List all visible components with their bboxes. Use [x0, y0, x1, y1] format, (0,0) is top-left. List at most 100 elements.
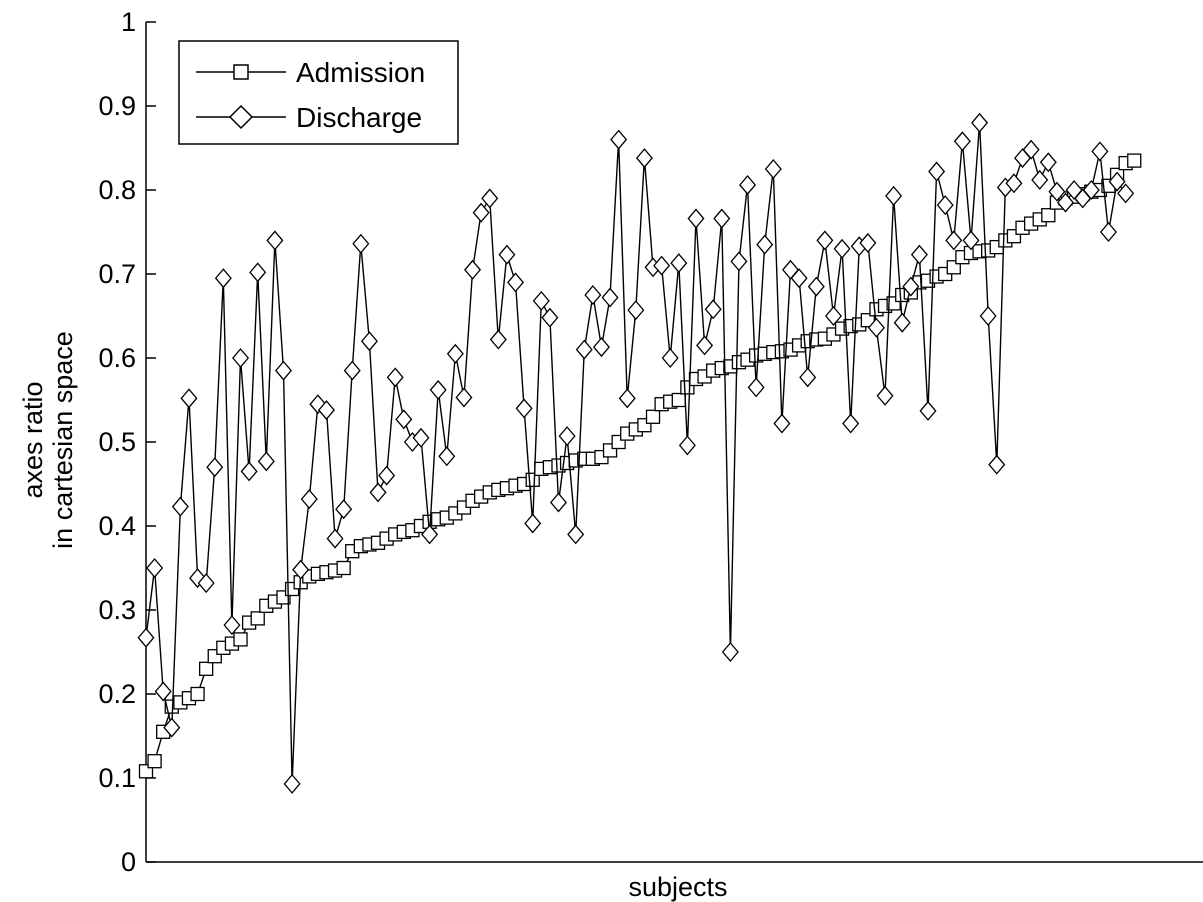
- discharge-point: [653, 255, 671, 276]
- discharge-point: [567, 524, 585, 545]
- y-tick-label: 0: [121, 847, 136, 877]
- discharge-point: [627, 300, 645, 321]
- axes: [145, 22, 1203, 863]
- discharge-point: [541, 307, 559, 328]
- y-tick-label: 1: [121, 7, 136, 37]
- y-tick-label: 0.7: [98, 259, 136, 289]
- discharge-point: [988, 454, 1006, 475]
- discharge-point: [163, 717, 181, 738]
- discharge-point: [739, 174, 757, 195]
- discharge-point: [300, 489, 318, 510]
- discharge-point: [489, 329, 507, 350]
- y-axis-label-line2: in cartesian space: [48, 331, 78, 549]
- admission-point: [190, 686, 205, 702]
- y-tick-label: 0.3: [98, 595, 136, 625]
- discharge-point: [721, 641, 739, 663]
- discharge-point: [154, 681, 172, 702]
- discharge-point: [386, 367, 404, 388]
- discharge-point: [206, 457, 224, 478]
- discharge-point: [704, 299, 722, 320]
- discharge-point: [764, 158, 782, 180]
- admission-point: [250, 611, 265, 626]
- discharge-point: [326, 528, 344, 549]
- discharge-point: [1057, 192, 1075, 213]
- x-axis-label: subjects: [628, 872, 727, 902]
- discharge-point: [249, 262, 267, 283]
- discharge-point: [816, 230, 834, 251]
- discharge-point: [696, 335, 714, 356]
- discharge-point: [524, 513, 542, 534]
- discharge-point: [446, 343, 464, 364]
- discharge-point: [352, 233, 370, 254]
- discharge-point: [481, 188, 499, 209]
- discharge-point: [464, 259, 482, 280]
- admission-point: [233, 632, 248, 647]
- admission-point: [645, 409, 661, 424]
- discharge-point: [610, 129, 628, 150]
- discharge-point: [472, 202, 490, 223]
- legend-marker-admission: [233, 64, 249, 80]
- discharge-point: [1005, 173, 1023, 194]
- discharge-point: [438, 446, 456, 467]
- discharge-point: [1099, 221, 1117, 243]
- discharge-point: [936, 195, 954, 216]
- legend-label-discharge: Discharge: [296, 102, 422, 133]
- discharge-point: [455, 387, 473, 408]
- discharge-point: [558, 426, 576, 447]
- discharge-point: [1065, 179, 1083, 201]
- admission-point: [671, 392, 686, 408]
- discharge-point: [945, 230, 963, 251]
- y-tick-label: 0.9: [98, 91, 136, 121]
- discharge-point: [257, 451, 275, 472]
- y-tick-label: 0.6: [98, 343, 136, 373]
- admission-point: [336, 560, 351, 576]
- discharge-point: [661, 347, 679, 369]
- y-axis-label-line1: axes ratio: [18, 381, 48, 498]
- discharge-point: [369, 482, 387, 503]
- discharge-point: [928, 161, 946, 182]
- discharge-point: [1048, 181, 1066, 202]
- admission-point: [860, 313, 876, 328]
- discharge-point: [910, 244, 928, 265]
- discharge-point: [953, 131, 971, 152]
- discharge-point: [833, 238, 851, 259]
- discharge-point: [292, 559, 310, 580]
- discharge-point: [507, 272, 525, 293]
- discharge-point: [971, 112, 989, 133]
- discharge-point: [756, 234, 774, 255]
- discharge-point: [635, 148, 653, 169]
- discharge-point: [223, 615, 241, 636]
- discharge-point: [378, 465, 396, 486]
- legend: Admission Discharge: [178, 40, 459, 145]
- discharge-point: [549, 492, 567, 513]
- series-discharge: [137, 112, 1135, 794]
- discharge-point: [171, 496, 189, 517]
- discharge-point: [274, 360, 292, 381]
- discharge-point: [197, 573, 215, 594]
- discharge-point: [807, 276, 825, 297]
- legend-marker-discharge: [228, 104, 254, 130]
- discharge-point: [421, 524, 439, 545]
- discharge-point: [747, 377, 765, 398]
- discharge-point: [429, 379, 447, 400]
- y-tick-label: 0.2: [98, 679, 136, 709]
- discharge-point: [902, 276, 920, 297]
- discharge-point: [687, 208, 705, 229]
- admission-point: [1127, 153, 1142, 168]
- discharge-point: [575, 339, 593, 360]
- discharge-point: [670, 253, 688, 274]
- y-ticks: 0 0.1 0.2 0.3 0.4 0.5 0.6 0.7 0.8 0.9 1: [98, 7, 156, 877]
- discharge-point: [713, 208, 731, 229]
- discharge-point: [137, 627, 155, 648]
- y-tick-label: 0.4: [98, 511, 136, 541]
- discharge-point: [1039, 152, 1057, 173]
- discharge-point: [266, 230, 284, 251]
- discharge-point: [395, 409, 413, 430]
- discharge-point: [1108, 171, 1126, 192]
- discharge-point: [146, 557, 164, 579]
- discharge-point: [773, 413, 791, 434]
- admission-point: [1041, 208, 1056, 223]
- y-tick-label: 0.1: [98, 763, 136, 793]
- discharge-point: [180, 388, 198, 409]
